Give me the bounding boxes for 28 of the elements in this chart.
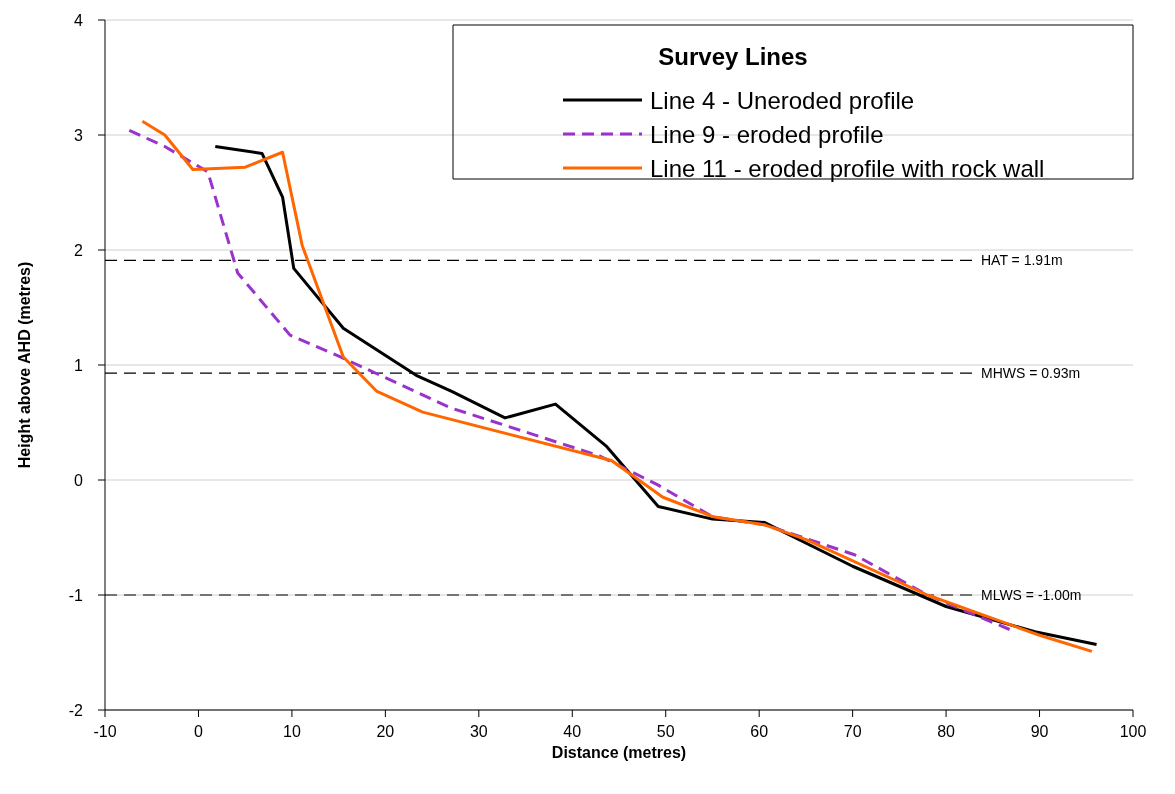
x-tick-label: 60: [750, 723, 769, 740]
x-tick-label: 30: [469, 723, 488, 740]
y-tick-label: 1: [74, 357, 84, 374]
y-tick-label: 4: [74, 12, 84, 29]
y-tick-label: 2: [74, 242, 84, 259]
x-tick-label: 70: [843, 723, 862, 740]
ref-line-label: HAT = 1.91m: [981, 252, 1063, 269]
y-tick-label: -1: [68, 587, 84, 604]
x-tick-label: 90: [1030, 723, 1049, 740]
y-tick-label: 3: [74, 127, 84, 144]
x-tick-label: 0: [194, 723, 203, 740]
x-tick-label: 40: [563, 723, 582, 740]
legend-label: Line 11 - eroded profile with rock wall: [650, 155, 1045, 182]
legend-title: Survey Lines: [658, 43, 808, 70]
x-tick-label: 50: [656, 723, 675, 740]
legend-label: Line 9 - eroded profile: [650, 121, 884, 148]
legend-label: Line 4 - Uneroded profile: [650, 87, 915, 114]
x-tick-label: -10: [93, 723, 117, 740]
x-tick-label: 20: [376, 723, 395, 740]
ref-line-label: MLWS = -1.00m: [981, 587, 1082, 603]
x-tick-label: 80: [937, 723, 956, 740]
x-tick-label: 100: [1119, 723, 1147, 740]
y-tick-label: 0: [74, 472, 84, 489]
x-axis-title: Distance (metres): [551, 744, 687, 761]
y-tick-label: -2: [68, 702, 84, 719]
x-tick-label: 10: [283, 723, 301, 740]
y-axis-title: Height above AHD (metres): [16, 261, 33, 469]
ref-line-label: MHWS = 0.93m: [981, 365, 1081, 382]
